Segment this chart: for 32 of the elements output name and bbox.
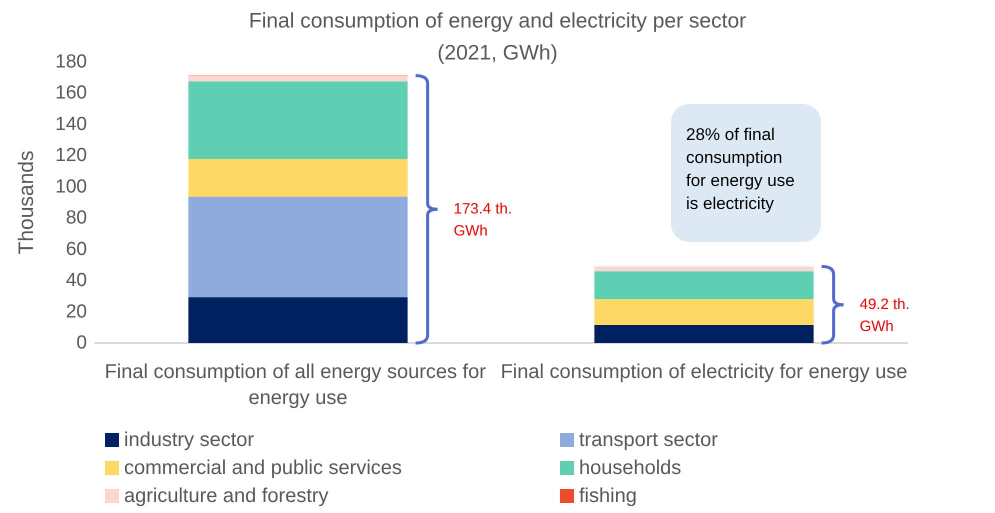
y-axis-title: Thousands xyxy=(15,150,38,254)
annotation: 28% of final consumption for energy use is electricity xyxy=(686,125,795,213)
annotation: 49.2 th. GWh xyxy=(860,296,910,335)
bar xyxy=(188,196,408,298)
bar xyxy=(594,271,814,300)
bar xyxy=(188,297,408,343)
legend-label: fishing xyxy=(579,485,637,507)
y-tick-label: 140 xyxy=(55,114,87,135)
x-tick-label: Final consumption of all energy sources for energy use xyxy=(104,361,492,409)
y-tick-label: 120 xyxy=(55,145,87,166)
legend-label: transport sector xyxy=(579,429,718,451)
legend-label: agriculture and forestry xyxy=(124,485,329,507)
y-tick-label: 60 xyxy=(66,238,87,260)
y-tick-label: 100 xyxy=(55,176,87,198)
bar xyxy=(594,266,814,272)
y-tick-label: 20 xyxy=(66,301,87,322)
y-tick-label: 40 xyxy=(66,270,87,292)
legend-label: households xyxy=(579,457,682,479)
y-tick-label: 180 xyxy=(55,52,87,72)
chart-title: Final consumption of energy and electricity per sector (2021, GWh) xyxy=(248,10,746,64)
legend-label: industry sector xyxy=(124,429,254,451)
y-tick-label: 80 xyxy=(66,208,87,229)
legend-label: commercial and public services xyxy=(124,457,402,479)
bar xyxy=(594,325,814,343)
x-tick-label: Final consumption of electricity for energy use xyxy=(500,361,908,383)
annotation: 173.4 th. GWh xyxy=(454,200,512,240)
y-tick-label: 0 xyxy=(76,332,87,354)
bar xyxy=(188,81,408,159)
bar xyxy=(188,158,408,197)
bar xyxy=(188,76,408,82)
bar xyxy=(594,299,814,326)
y-tick-label: 160 xyxy=(55,82,87,104)
